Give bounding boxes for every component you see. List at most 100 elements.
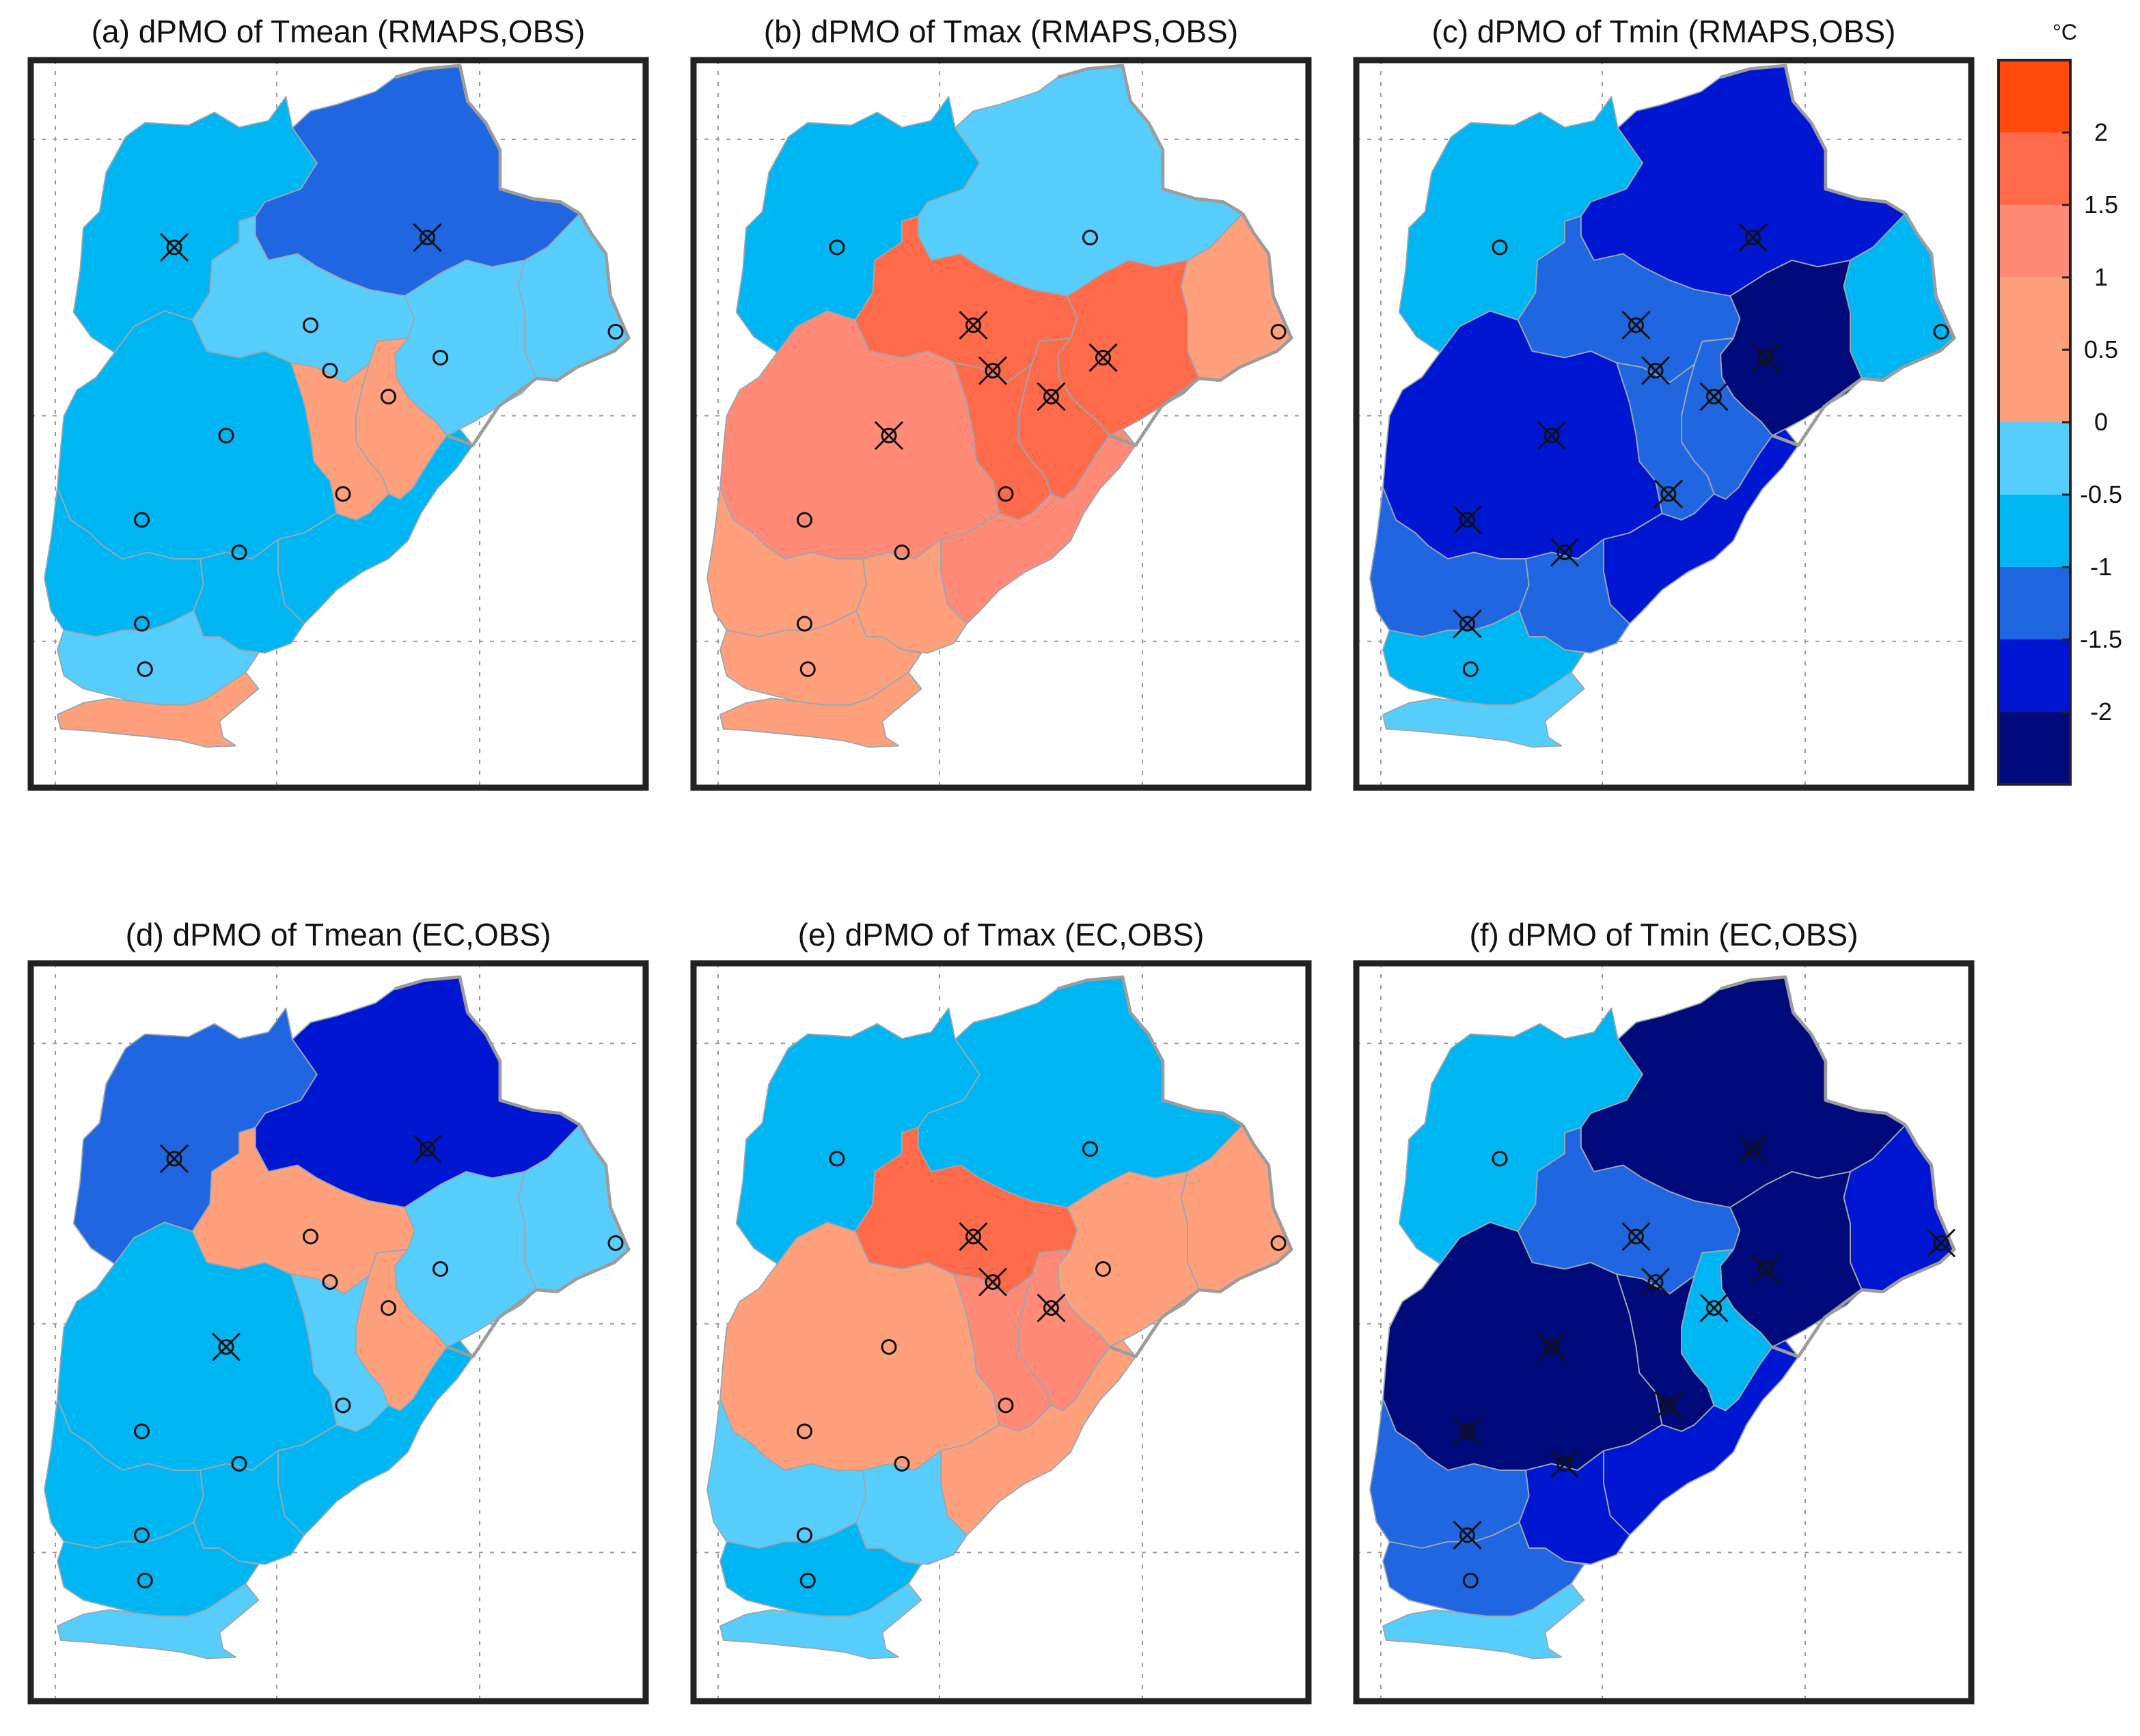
station-marker-bd [1537,421,1567,450]
station-marker-lf [1641,1267,1671,1297]
region-hd [1382,672,1585,748]
station-marker-qhd [607,1235,624,1251]
station-marker-bj [959,310,988,340]
colorbar-swatch [1999,422,2070,495]
station-marker-zjk [1492,1151,1508,1167]
station-marker-bd [881,1339,897,1355]
station-marker-xt [797,1527,812,1543]
station-marker-cd [1082,1141,1098,1157]
station-marker-ts [1088,343,1118,372]
border-outline [394,975,581,1127]
station-marker-cd [1738,1134,1768,1163]
station-marker-bj [959,1222,988,1252]
colorbar-swatch [1999,60,2070,133]
station-marker-bd [1537,1332,1567,1362]
colorbar-tick-label: -0.5 [2080,480,2122,508]
station-marker-lf [1641,356,1671,385]
colorbar-swatch [1999,133,2070,205]
border-outline [394,64,581,215]
station-marker-qhd [1933,324,1949,340]
colorbar-swatch [1999,495,2070,567]
coastline [1772,1124,1956,1359]
station-marker-xt [134,616,150,632]
station-marker-qhd [1270,324,1287,340]
station-marker-cd [413,1134,442,1163]
station-marker-tj [1037,1293,1066,1323]
station-marker-hd [799,1573,816,1588]
colorbar-tick-label: 2 [2094,118,2108,146]
map-panel-f: (f) dPMO of Tmin (EC,OBS) [1353,917,1975,1705]
station-marker-hd [137,1573,153,1588]
station-marker-hd [137,661,153,677]
station-marker-qhd [1926,1228,1956,1258]
station-marker-hs [894,1456,910,1472]
map-panel-b: (b) dPMO of Tmax (RMAPS,OBS) [690,14,1312,791]
station-marker-tj [381,1300,396,1316]
coastline [446,1124,631,1359]
colorbar-unit: °C [2053,20,2077,44]
map-panel-a: (a) dPMO of Tmean (RMAPS,OBS) [27,14,649,791]
border-outline [1057,975,1244,1127]
station-marker-zjk [159,232,189,262]
station-marker-cz [335,486,351,502]
colorbar-swatch [1999,350,2070,422]
colorbar-swatch [1999,712,2070,784]
station-marker-ts [1751,1254,1781,1284]
panel-frame-f [1353,960,1975,1705]
station-marker-zjk [829,239,845,256]
region-hd [1382,1583,1585,1659]
station-marker-hs [1550,1449,1580,1478]
station-marker-hs [231,545,247,560]
colorbar-tick-label: 0.5 [2084,335,2118,363]
station-marker-lf [322,1274,338,1290]
station-marker-xt [134,1527,150,1543]
map-panel-d: (d) dPMO of Tmean (EC,OBS) [27,917,649,1705]
colorbar-swatch [1999,639,2070,712]
border-outline [1720,64,1906,215]
colorbar-swatch [1999,205,2070,277]
region-hd [57,672,260,748]
region-hd [719,1583,922,1659]
colorbar-tick-label: 0 [2094,408,2108,436]
panel-frame-d [27,960,649,1705]
station-marker-lf [322,363,338,378]
station-marker-tj [1699,1293,1729,1323]
station-marker-tj [1699,382,1729,411]
station-marker-bd [874,421,904,450]
station-marker-bd [211,1332,241,1362]
station-marker-cd [1082,230,1098,246]
station-marker-sjz [134,512,150,528]
station-marker-hd [1462,661,1479,677]
station-marker-hs [1550,538,1580,567]
station-marker-xt [1453,609,1482,639]
station-marker-bj [303,1228,318,1245]
station-marker-cz [335,1397,351,1414]
station-marker-ts [433,350,448,366]
station-marker-ts [433,1261,448,1277]
province-map [1369,64,1956,748]
panel-title-c: (c) dPMO of Tmin (RMAPS,OBS) [1431,14,1895,49]
station-marker-zjk [159,1144,189,1174]
coastline [446,212,631,447]
station-marker-sjz [1453,1416,1482,1446]
station-marker-xt [1453,1520,1482,1550]
map-panel-c: (c) dPMO of Tmin (RMAPS,OBS) [1353,14,1975,791]
station-marker-cz [1654,1390,1684,1420]
map-panel-e: (e) dPMO of Tmax (EC,OBS) [690,917,1312,1705]
panel-title-b: (b) dPMO of Tmax (RMAPS,OBS) [764,14,1238,49]
panel-title-a: (a) dPMO of Tmean (RMAPS,OBS) [92,14,586,49]
station-marker-zjk [1492,239,1508,256]
station-marker-bj [1621,1222,1651,1252]
panel-frame-c [1353,57,1975,791]
coastline [1772,212,1956,447]
colorbar-swatch [1999,567,2070,639]
border-outline [1057,64,1244,215]
station-marker-ts [1751,343,1781,372]
station-marker-hs [894,545,910,560]
station-marker-sjz [134,1423,150,1439]
region-hd [57,1583,260,1659]
station-marker-cz [998,486,1014,502]
station-marker-tj [1037,382,1066,411]
colorbar-tick-label: 1 [2094,263,2108,291]
province-map [44,975,631,1659]
